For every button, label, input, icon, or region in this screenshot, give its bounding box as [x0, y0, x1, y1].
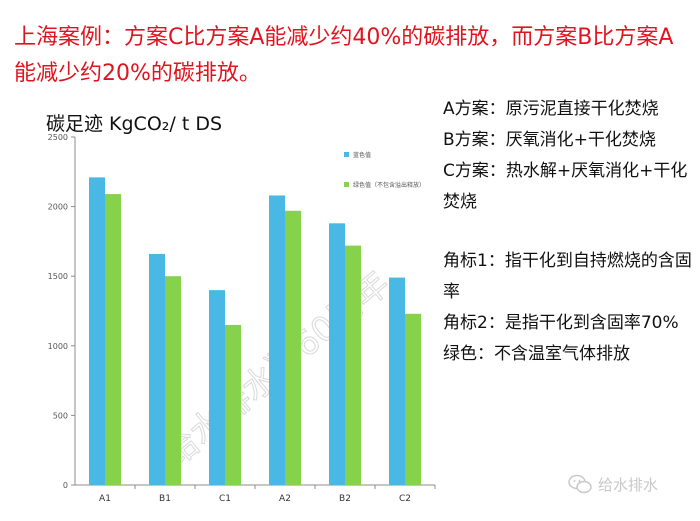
x-tick-label: A2	[279, 494, 291, 504]
bar-B1-series-2	[165, 276, 181, 485]
bar-C2-series-1	[389, 277, 405, 485]
x-tick-label: B1	[159, 494, 171, 504]
chart-bars	[89, 177, 421, 486]
legend-swatch-1	[344, 152, 349, 157]
bar-B2-series-1	[329, 223, 345, 485]
bar-C2-series-2	[405, 313, 421, 485]
legend-label-1: 蓝色值	[353, 151, 371, 159]
x-tick-label: C1	[219, 494, 231, 504]
x-tick-label: A1	[99, 494, 111, 504]
bar-A1-series-1	[89, 177, 105, 486]
bar-A1-series-2	[105, 194, 121, 485]
note-scheme-a: A方案：原污泥直接干化焚烧	[443, 99, 659, 119]
note-scheme-c: C方案：热水解+厌氧消化+干化焚烧	[443, 161, 688, 212]
x-tick-label: B2	[339, 494, 351, 504]
y-tick-label: 0	[63, 481, 68, 490]
bar-C1-series-1	[209, 290, 225, 485]
note-scheme-b: B方案：厌氧消化+干化焚烧	[443, 130, 656, 150]
legend-swatch-2	[344, 182, 349, 187]
y-tick-label: 2000	[48, 203, 68, 212]
scheme-notes: A方案：原污泥直接干化焚烧 B方案：厌氧消化+干化焚烧 C方案：热水解+厌氧消化…	[443, 94, 693, 370]
y-tick-label: 1000	[48, 342, 68, 351]
bar-B1-series-1	[149, 253, 165, 485]
notes-spacer	[443, 218, 693, 246]
x-tick-label: C2	[399, 494, 411, 504]
y-tick-label: 500	[53, 411, 68, 420]
wechat-icon	[568, 474, 592, 494]
note-subscript-2: 角标2：是指干化到含固率70%	[443, 313, 679, 333]
bar-A2-series-2	[285, 210, 301, 485]
note-subscript-1: 角标1：指干化到自持燃烧的含固率	[443, 251, 692, 302]
bar-A2-series-1	[269, 195, 285, 486]
chart-axes: 0 500 1000 1500 2000 2500 A1 B1 C1 A2 B2 C2	[48, 133, 436, 504]
legend-label-2: 绿色值（不包含溢出释放）	[353, 181, 425, 189]
headline: 上海案例：方案C比方案A能减少约40%的碳排放，而方案B比方案A能减少约20%的…	[14, 25, 674, 86]
bar-C1-series-2	[225, 324, 241, 485]
watermark-corner: 给水排水	[598, 476, 659, 494]
y-tick-label: 2500	[48, 133, 68, 142]
bar-B2-series-2	[345, 245, 361, 485]
chart-title: 碳足迹 KgCO₂/ t DS	[46, 113, 223, 135]
note-green: 绿色：不含温室气体排放	[443, 344, 630, 364]
y-tick-label: 1500	[48, 272, 68, 281]
